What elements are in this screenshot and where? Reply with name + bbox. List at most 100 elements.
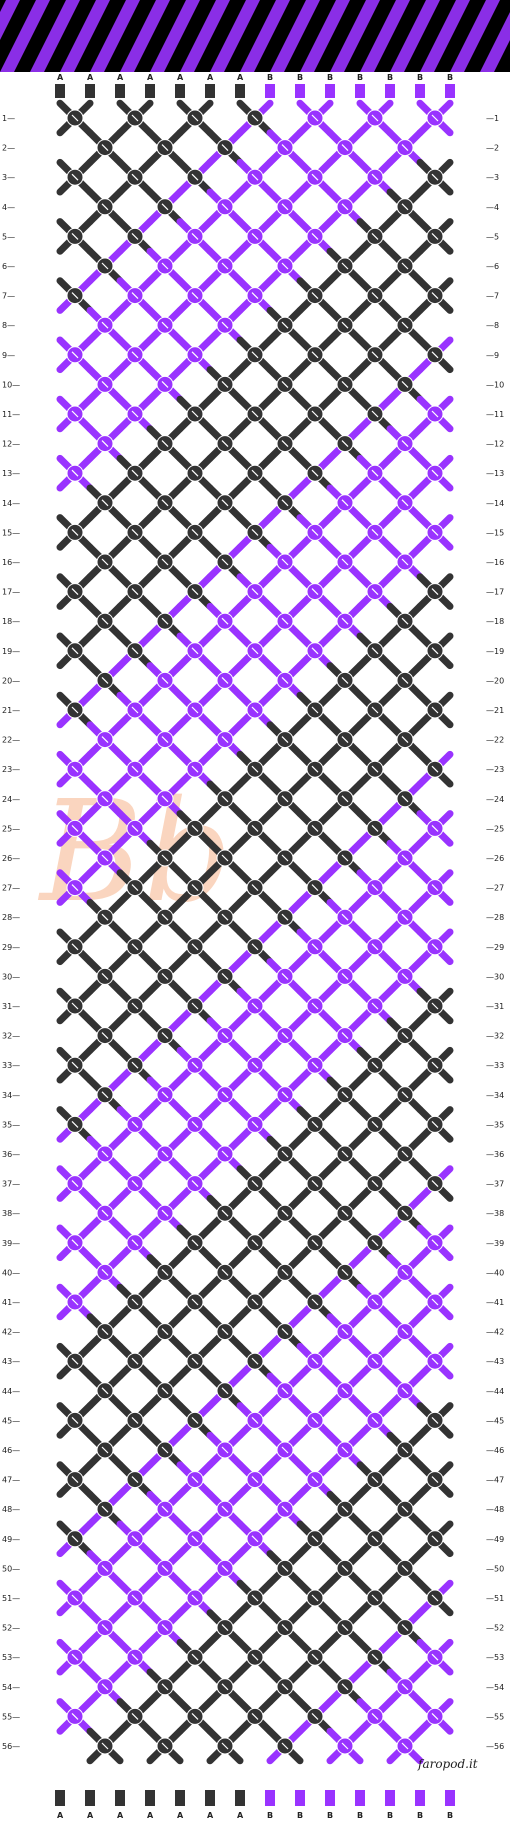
knot-arrow-icon	[71, 1061, 79, 1069]
knot-arrow-icon	[281, 203, 289, 211]
row-label-right: —5	[486, 232, 499, 241]
knot-arrow-icon	[281, 617, 289, 625]
knot-arrow-icon	[251, 1120, 259, 1128]
knot-arrow-icon	[131, 1357, 139, 1365]
knot-arrow-icon	[101, 380, 109, 388]
row-label-left: 12—	[2, 440, 20, 449]
knot-arrow-icon	[371, 1712, 379, 1720]
knot-arrow-icon	[101, 1091, 109, 1099]
knot-arrow-icon	[221, 617, 229, 625]
knot-arrow-icon	[131, 884, 139, 892]
knot-arrow-icon	[401, 1091, 409, 1099]
knot-arrow-icon	[341, 262, 349, 270]
row-label-right: —23	[486, 765, 504, 774]
row-label-right: —19	[486, 647, 504, 656]
row-label-right: —6	[486, 262, 499, 271]
knot-arrow-icon	[101, 1268, 109, 1276]
knot-arrow-icon	[281, 1683, 289, 1691]
knot-arrow-icon	[431, 1298, 439, 1306]
knot-arrow-icon	[131, 114, 139, 122]
row-label-right: —56	[486, 1742, 504, 1751]
row-label-right: —40	[486, 1268, 504, 1277]
knot-arrow-icon	[221, 558, 229, 566]
row-label-right: —24	[486, 795, 504, 804]
knot-arrow-icon	[251, 173, 259, 181]
strand-end	[325, 1790, 335, 1806]
knot-arrow-icon	[71, 410, 79, 418]
knot-arrow-icon	[311, 1120, 319, 1128]
row-label-left: 37—	[2, 1180, 20, 1189]
knot-arrow-icon	[71, 1416, 79, 1424]
knot-arrow-icon	[221, 499, 229, 507]
row-label-right: —3	[486, 173, 499, 182]
knot-arrow-icon	[311, 1061, 319, 1069]
knot-arrow-icon	[71, 647, 79, 655]
knot-arrow-icon	[161, 1091, 169, 1099]
preview-stripe	[270, 0, 320, 72]
knot-arrow-icon	[431, 706, 439, 714]
knot-arrow-icon	[221, 1564, 229, 1572]
knot-arrow-icon	[101, 1209, 109, 1217]
knot-arrow-icon	[191, 528, 199, 536]
knot-arrow-icon	[371, 114, 379, 122]
knot-arrow-icon	[131, 410, 139, 418]
knot-arrow-icon	[281, 854, 289, 862]
pattern-preview-strip	[0, 0, 510, 72]
row-label-left: 24—	[2, 795, 20, 804]
knot-arrow-icon	[131, 1239, 139, 1247]
knot-arrow-icon	[161, 1742, 169, 1750]
knot-arrow-icon	[251, 588, 259, 596]
row-label-right: —55	[486, 1712, 504, 1721]
knot-arrow-icon	[101, 1742, 109, 1750]
knot-arrow-icon	[431, 1653, 439, 1661]
knot-arrow-icon	[371, 884, 379, 892]
knot-arrow-icon	[251, 1653, 259, 1661]
knot-arrow-icon	[251, 1002, 259, 1010]
knot-arrow-icon	[401, 203, 409, 211]
row-label-left: 53—	[2, 1653, 20, 1662]
knot-arrow-icon	[251, 410, 259, 418]
knot-arrow-icon	[131, 588, 139, 596]
knot-arrow-icon	[71, 765, 79, 773]
row-label-right: —11	[486, 410, 504, 419]
knot-arrow-icon	[101, 203, 109, 211]
knot-arrow-icon	[371, 943, 379, 951]
knot-arrow-icon	[191, 410, 199, 418]
knot-arrow-icon	[401, 1150, 409, 1158]
row-label-right: —4	[486, 203, 499, 212]
row-label-left: 3—	[2, 173, 15, 182]
knot-arrow-icon	[401, 854, 409, 862]
row-label-left: 15—	[2, 528, 20, 537]
strand-start	[175, 84, 185, 98]
knot-arrow-icon	[281, 1209, 289, 1217]
knot-arrow-icon	[191, 588, 199, 596]
knot-arrow-icon	[311, 765, 319, 773]
knot-arrow-icon	[311, 114, 319, 122]
row-label-right: —54	[486, 1683, 504, 1692]
knot-arrow-icon	[251, 706, 259, 714]
knot-arrow-icon	[311, 1594, 319, 1602]
knot-arrow-icon	[281, 1032, 289, 1040]
preview-stripe	[360, 0, 410, 72]
knot-arrow-icon	[431, 292, 439, 300]
knot-arrow-icon	[221, 1150, 229, 1158]
knot-arrow-icon	[131, 824, 139, 832]
knot-arrow-icon	[281, 321, 289, 329]
preview-stripe	[150, 0, 200, 72]
knot-arrow-icon	[71, 1239, 79, 1247]
row-label-right: —36	[486, 1150, 504, 1159]
knot-arrow-icon	[431, 351, 439, 359]
knot-arrow-icon	[131, 1653, 139, 1661]
knot-arrow-icon	[161, 1683, 169, 1691]
knot-arrow-icon	[221, 1387, 229, 1395]
row-label-right: —25	[486, 824, 504, 833]
knot-arrow-icon	[191, 1180, 199, 1188]
knot-arrow-icon	[71, 173, 79, 181]
knot-arrow-icon	[101, 972, 109, 980]
preview-stripe	[0, 0, 50, 72]
row-label-left: 13—	[2, 469, 20, 478]
knot-arrow-icon	[101, 854, 109, 862]
knot-arrow-icon	[401, 617, 409, 625]
